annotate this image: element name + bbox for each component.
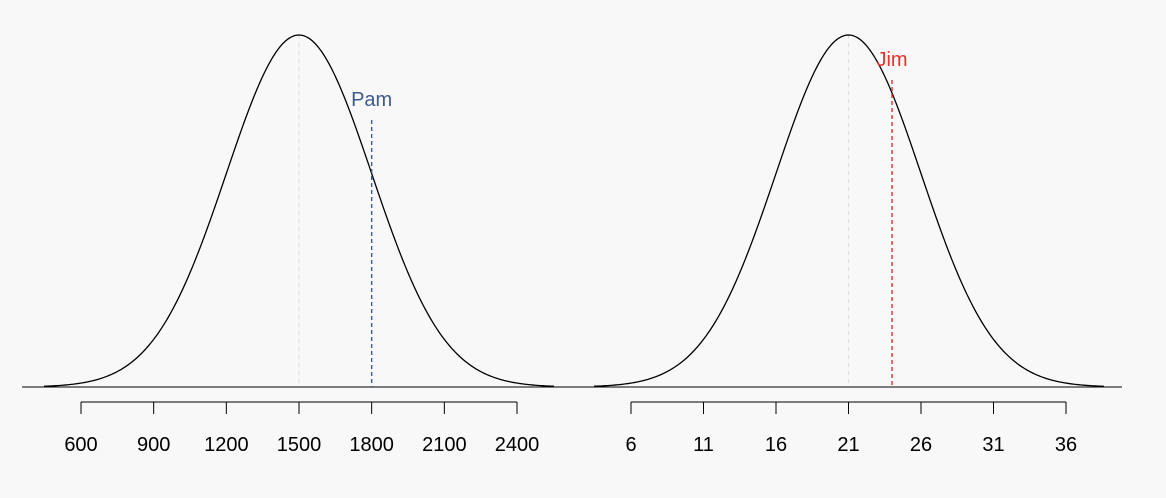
x-tick-label: 6 (625, 434, 636, 456)
x-tick-label: 2400 (495, 434, 540, 456)
x-tick-label: 11 (693, 434, 714, 456)
x-tick-label: 2100 (422, 434, 467, 456)
x-tick-label: 1800 (349, 434, 394, 456)
x-tick-label: 16 (765, 434, 787, 456)
marker-label-pam: Pam (351, 89, 392, 111)
x-tick-label: 900 (137, 434, 170, 456)
chart-panel-left: Pam 600 900 1200 1500 1800 2100 2400 (43, 34, 555, 456)
x-tick-label: 26 (910, 434, 932, 456)
x-tick-label: 31 (982, 434, 1004, 456)
chart-panel-right: Jim 6 11 16 21 26 31 36 (593, 34, 1105, 456)
x-tick-label: 600 (64, 434, 97, 456)
x-tick-label: 1500 (277, 434, 322, 456)
x-tick-label: 36 (1055, 434, 1077, 456)
marker-label-jim: Jim (876, 49, 907, 71)
x-tick-label: 1200 (204, 434, 249, 456)
density-curve (593, 34, 1105, 387)
density-curve (43, 34, 555, 387)
x-tick-label: 21 (837, 434, 859, 456)
